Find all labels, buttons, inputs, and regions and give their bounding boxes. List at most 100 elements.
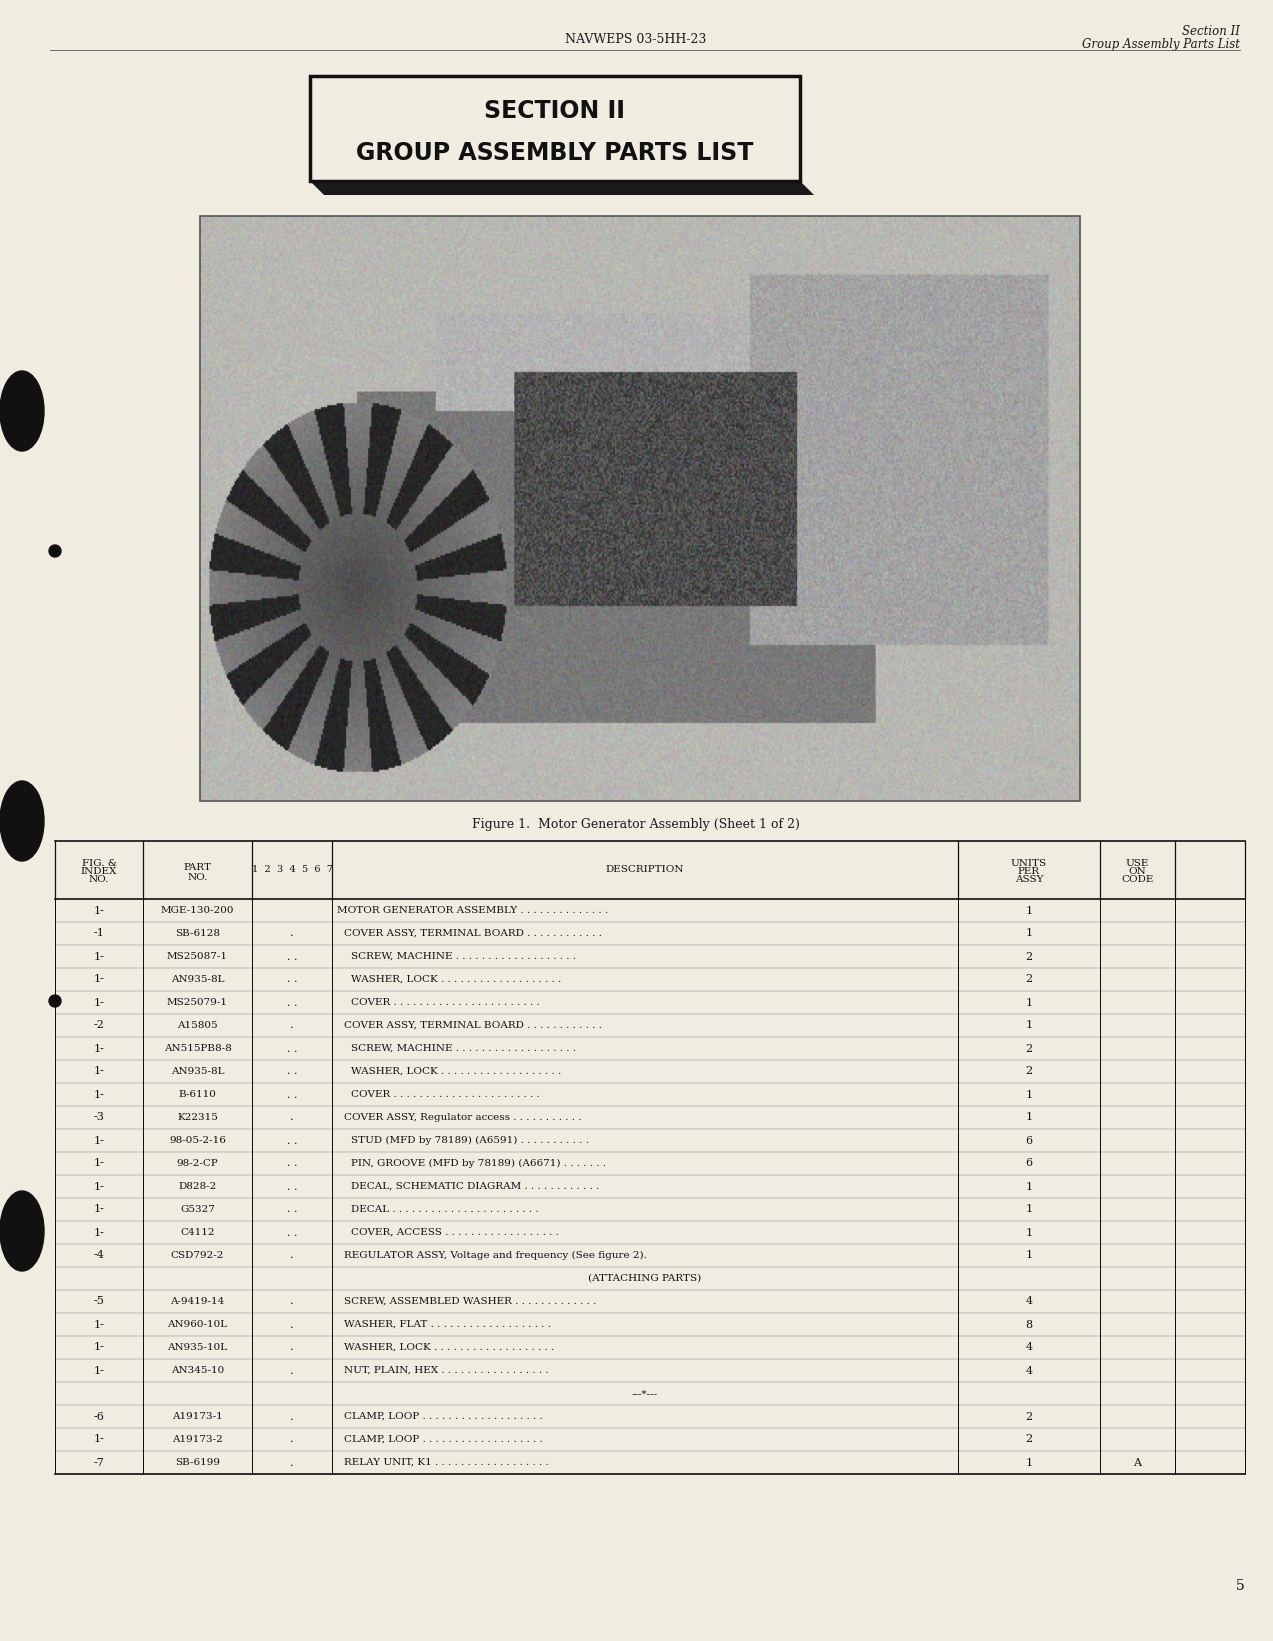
Text: D828-2: D828-2 xyxy=(178,1182,216,1191)
Text: Group Assembly Parts List: Group Assembly Parts List xyxy=(1082,38,1240,51)
Text: . .: . . xyxy=(286,1159,298,1168)
Text: COVER . . . . . . . . . . . . . . . . . . . . . . .: COVER . . . . . . . . . . . . . . . . . … xyxy=(351,998,540,1008)
Bar xyxy=(200,217,1080,801)
Text: 4: 4 xyxy=(1026,1342,1032,1352)
Text: 1-: 1- xyxy=(93,1136,104,1145)
Text: . .: . . xyxy=(286,975,298,985)
Text: Section II: Section II xyxy=(1183,25,1240,38)
Ellipse shape xyxy=(48,545,61,556)
Bar xyxy=(55,840,1245,899)
Text: MS25079-1: MS25079-1 xyxy=(167,998,228,1008)
Text: 1-: 1- xyxy=(93,952,104,962)
Polygon shape xyxy=(311,181,813,195)
Text: 1-: 1- xyxy=(93,1182,104,1191)
Text: PART: PART xyxy=(183,863,211,871)
Text: 1: 1 xyxy=(1026,1090,1032,1099)
Text: COVER ASSY, TERMINAL BOARD . . . . . . . . . . . .: COVER ASSY, TERMINAL BOARD . . . . . . .… xyxy=(344,1021,602,1031)
Text: COVER ASSY, Regulator access . . . . . . . . . . .: COVER ASSY, Regulator access . . . . . .… xyxy=(344,1113,582,1122)
Text: AN935-8L: AN935-8L xyxy=(171,1067,224,1076)
Text: 6: 6 xyxy=(1026,1136,1032,1145)
Text: B-6110: B-6110 xyxy=(178,1090,216,1099)
Text: -5: -5 xyxy=(93,1296,104,1306)
Ellipse shape xyxy=(0,1191,45,1272)
Text: SCREW, ASSEMBLED WASHER . . . . . . . . . . . . .: SCREW, ASSEMBLED WASHER . . . . . . . . … xyxy=(344,1296,596,1306)
Text: 2: 2 xyxy=(1026,1434,1032,1444)
Text: . .: . . xyxy=(286,1136,298,1145)
Text: 1: 1 xyxy=(1026,1250,1032,1260)
Text: NO.: NO. xyxy=(89,876,109,884)
Text: MGE-130-200: MGE-130-200 xyxy=(160,906,234,916)
Text: -3: -3 xyxy=(93,1113,104,1122)
Ellipse shape xyxy=(48,994,61,1008)
Text: .: . xyxy=(290,1342,294,1352)
Text: NUT, PLAIN, HEX . . . . . . . . . . . . . . . . .: NUT, PLAIN, HEX . . . . . . . . . . . . … xyxy=(344,1365,549,1375)
Text: A-9419-14: A-9419-14 xyxy=(171,1296,224,1306)
Text: 1-: 1- xyxy=(93,975,104,985)
Text: USE: USE xyxy=(1125,860,1150,868)
Text: AN515PB8-8: AN515PB8-8 xyxy=(164,1044,232,1054)
Text: . .: . . xyxy=(286,1090,298,1099)
Text: STUD (MFD by 78189) (A6591) . . . . . . . . . . .: STUD (MFD by 78189) (A6591) . . . . . . … xyxy=(351,1136,589,1145)
Text: NAVWEPS 03-5HH-23: NAVWEPS 03-5HH-23 xyxy=(565,33,707,46)
Text: A: A xyxy=(1133,1457,1142,1467)
Text: ASSY: ASSY xyxy=(1015,876,1044,884)
Text: WASHER, FLAT . . . . . . . . . . . . . . . . . . .: WASHER, FLAT . . . . . . . . . . . . . .… xyxy=(344,1319,551,1329)
Text: .: . xyxy=(290,929,294,939)
Text: 1-: 1- xyxy=(93,1342,104,1352)
Text: .: . xyxy=(290,1319,294,1329)
Text: 98-2-CP: 98-2-CP xyxy=(177,1159,219,1168)
Text: .: . xyxy=(290,1365,294,1375)
Text: . .: . . xyxy=(286,1182,298,1191)
Text: 8: 8 xyxy=(1026,1319,1032,1329)
Text: 1-: 1- xyxy=(93,1044,104,1054)
Text: 1: 1 xyxy=(1026,929,1032,939)
Text: .: . xyxy=(290,1411,294,1421)
Text: 1: 1 xyxy=(1026,1227,1032,1237)
FancyBboxPatch shape xyxy=(311,75,799,181)
Text: COVER, ACCESS . . . . . . . . . . . . . . . . . .: COVER, ACCESS . . . . . . . . . . . . . … xyxy=(351,1227,559,1237)
Text: SCREW, MACHINE . . . . . . . . . . . . . . . . . . .: SCREW, MACHINE . . . . . . . . . . . . .… xyxy=(351,1044,575,1054)
Text: K22315: K22315 xyxy=(177,1113,218,1122)
Text: 1: 1 xyxy=(1026,1204,1032,1214)
Text: INDEX: INDEX xyxy=(80,868,117,876)
Text: CLAMP, LOOP . . . . . . . . . . . . . . . . . . .: CLAMP, LOOP . . . . . . . . . . . . . . … xyxy=(344,1411,542,1421)
Text: . .: . . xyxy=(286,1204,298,1214)
Text: AN345-10: AN345-10 xyxy=(171,1365,224,1375)
Text: CSD792-2: CSD792-2 xyxy=(171,1250,224,1260)
Text: . .: . . xyxy=(286,1044,298,1054)
Text: 1-: 1- xyxy=(93,1319,104,1329)
Text: 98-05-2-16: 98-05-2-16 xyxy=(169,1136,225,1145)
Text: AN960-10L: AN960-10L xyxy=(168,1319,228,1329)
Text: .: . xyxy=(290,1457,294,1467)
Text: 1: 1 xyxy=(1026,1182,1032,1191)
Text: -7: -7 xyxy=(94,1457,104,1467)
Text: AN935-10L: AN935-10L xyxy=(168,1342,228,1352)
Text: . .: . . xyxy=(286,952,298,962)
Text: 1-: 1- xyxy=(93,998,104,1008)
Text: 1: 1 xyxy=(1026,1021,1032,1031)
Text: -1: -1 xyxy=(93,929,104,939)
Text: A15805: A15805 xyxy=(177,1021,218,1031)
Text: -4: -4 xyxy=(93,1250,104,1260)
Text: Figure 1.  Motor Generator Assembly (Sheet 1 of 2): Figure 1. Motor Generator Assembly (Shee… xyxy=(472,817,799,830)
Text: A19173-1: A19173-1 xyxy=(172,1411,223,1421)
Text: ---*---: ---*--- xyxy=(631,1388,658,1398)
Text: 1  2  3  4  5  6  7: 1 2 3 4 5 6 7 xyxy=(252,865,332,875)
Text: G5327: G5327 xyxy=(179,1204,215,1214)
Text: MS25087-1: MS25087-1 xyxy=(167,952,228,962)
Text: 2: 2 xyxy=(1026,1067,1032,1076)
Text: .: . xyxy=(290,1113,294,1122)
Text: .: . xyxy=(290,1296,294,1306)
Text: DECAL, SCHEMATIC DIAGRAM . . . . . . . . . . . .: DECAL, SCHEMATIC DIAGRAM . . . . . . . .… xyxy=(351,1182,600,1191)
Ellipse shape xyxy=(0,781,45,862)
Text: CODE: CODE xyxy=(1122,876,1153,884)
Text: 2: 2 xyxy=(1026,952,1032,962)
Text: . .: . . xyxy=(286,1227,298,1237)
Text: 2: 2 xyxy=(1026,1044,1032,1054)
Text: PER: PER xyxy=(1018,868,1040,876)
Text: . .: . . xyxy=(286,1067,298,1076)
Text: 1-: 1- xyxy=(93,1090,104,1099)
Text: 2: 2 xyxy=(1026,1411,1032,1421)
Text: PIN, GROOVE (MFD by 78189) (A6671) . . . . . . .: PIN, GROOVE (MFD by 78189) (A6671) . . .… xyxy=(351,1159,606,1168)
Text: 1-: 1- xyxy=(93,906,104,916)
